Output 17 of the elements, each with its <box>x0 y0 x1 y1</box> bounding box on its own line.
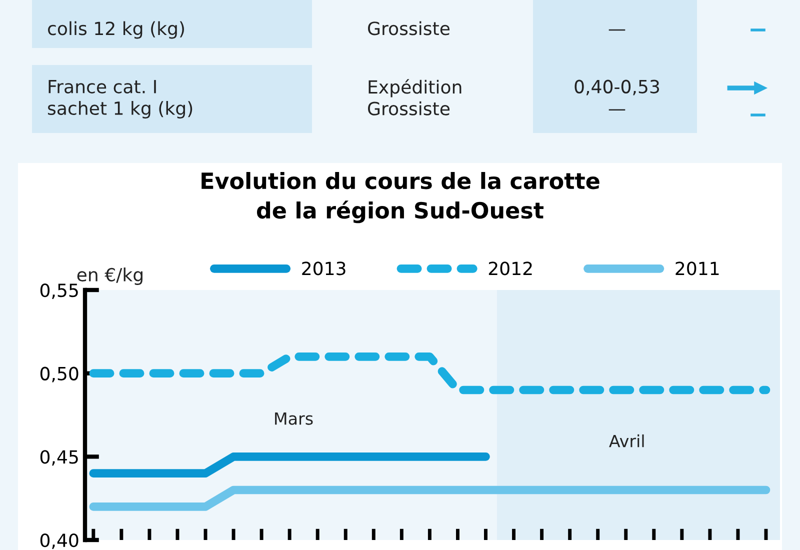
y-tick-label: 0,50 <box>40 366 78 382</box>
legend-label: 2013 <box>302 262 346 276</box>
text: — <box>608 29 626 31</box>
text: 0,40-0,53 — <box>574 80 660 110</box>
y-tick-label: 0,55 <box>40 283 78 299</box>
text: Grossiste <box>368 21 450 36</box>
y-axis-title: en €/kg <box>77 268 142 285</box>
text: France cat. I sachet 1 kg (kg) <box>48 80 192 119</box>
legend-label: 2012 <box>488 262 532 276</box>
text: Expédition Grossiste <box>368 79 462 116</box>
legend-label: 2011 <box>676 262 719 276</box>
y-tick-label: 0,45 <box>40 450 78 466</box>
y-tick-label: 0,40 <box>40 533 78 549</box>
chart-title: Evolution du cours de la carotte de la région Sud-Ouest <box>202 172 600 224</box>
annotation: Avril <box>609 434 644 448</box>
annotation: Mars <box>275 412 313 425</box>
text: colis 12 kg (kg) <box>48 21 184 39</box>
